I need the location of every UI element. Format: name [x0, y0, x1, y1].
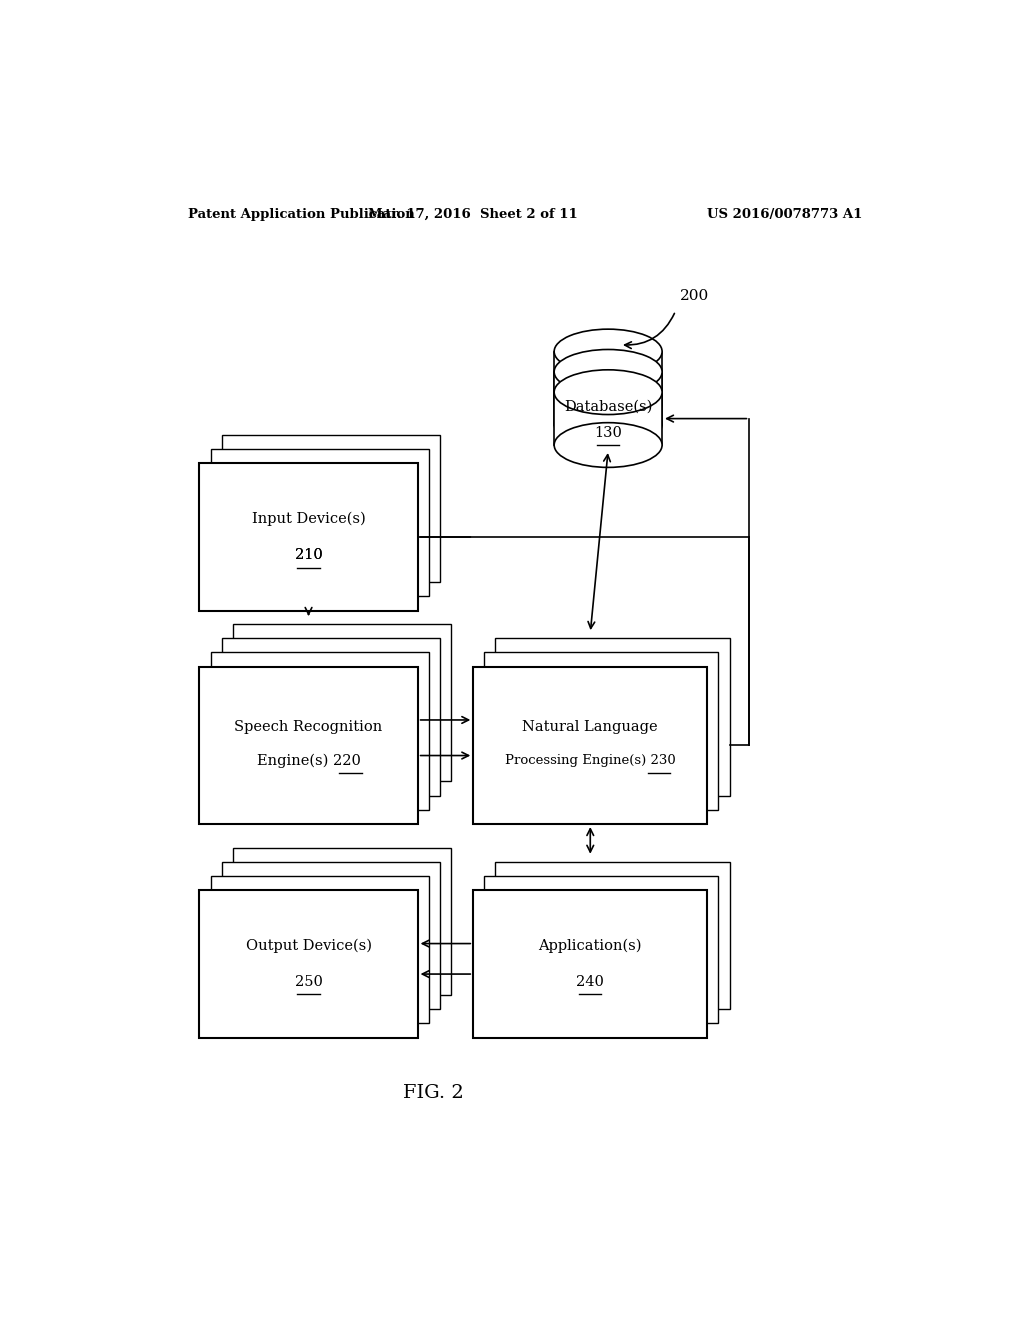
Text: Patent Application Publication: Patent Application Publication: [187, 207, 415, 220]
Bar: [211, 876, 429, 1023]
Text: 250: 250: [295, 975, 323, 989]
Text: Natural Language: Natural Language: [522, 721, 658, 734]
Ellipse shape: [554, 370, 663, 414]
Bar: [496, 638, 729, 796]
Ellipse shape: [554, 403, 663, 447]
Bar: [232, 847, 451, 995]
Text: 240: 240: [577, 975, 604, 989]
Text: Processing Engine(s) 230: Processing Engine(s) 230: [505, 754, 676, 767]
Bar: [200, 890, 418, 1038]
Text: Database(s): Database(s): [564, 400, 652, 413]
Text: Input Device(s): Input Device(s): [250, 548, 368, 562]
Text: US 2016/0078773 A1: US 2016/0078773 A1: [707, 207, 862, 220]
Bar: [484, 876, 719, 1023]
Bar: [496, 862, 729, 1008]
Bar: [200, 463, 418, 611]
Bar: [554, 351, 663, 404]
Text: Application(s): Application(s): [539, 939, 642, 953]
Bar: [211, 449, 429, 597]
Text: 200: 200: [680, 289, 709, 302]
Text: Engine(s) 220: Engine(s) 220: [257, 754, 360, 768]
Bar: [221, 862, 440, 1008]
Ellipse shape: [554, 422, 663, 467]
Text: FIG. 2: FIG. 2: [403, 1085, 464, 1102]
Ellipse shape: [554, 350, 663, 395]
Text: Speech Recognition: Speech Recognition: [234, 721, 383, 734]
Ellipse shape: [554, 329, 663, 374]
Bar: [221, 638, 440, 796]
Bar: [211, 652, 429, 810]
Bar: [473, 890, 708, 1038]
Text: Input Device(s): Input Device(s): [252, 512, 366, 525]
Bar: [484, 652, 719, 810]
Bar: [554, 392, 663, 445]
Text: 210: 210: [295, 548, 323, 562]
Bar: [554, 372, 663, 425]
Bar: [200, 667, 418, 824]
Bar: [221, 434, 440, 582]
Bar: [232, 624, 451, 781]
Text: Output Device(s): Output Device(s): [246, 939, 372, 953]
Text: 210: 210: [295, 548, 323, 562]
Text: 130: 130: [594, 426, 622, 440]
Ellipse shape: [554, 381, 663, 426]
Bar: [473, 667, 708, 824]
Text: Mar. 17, 2016  Sheet 2 of 11: Mar. 17, 2016 Sheet 2 of 11: [369, 207, 579, 220]
